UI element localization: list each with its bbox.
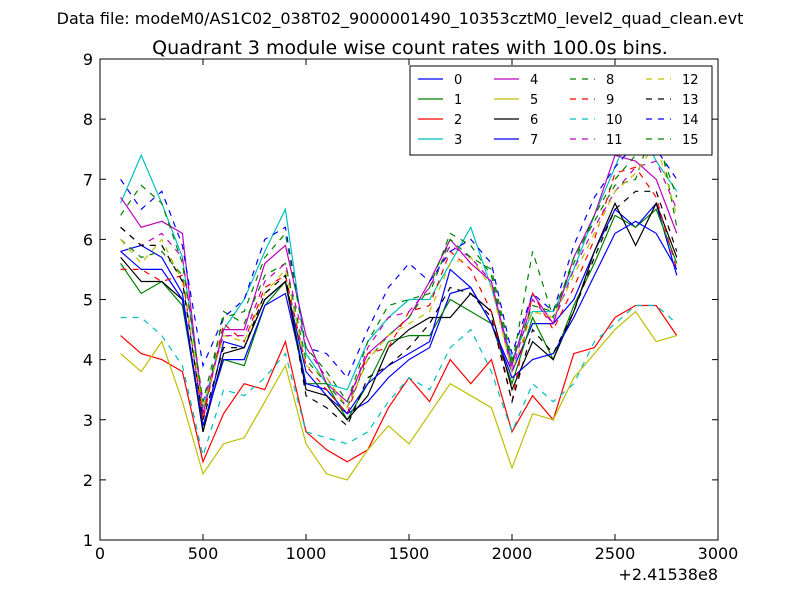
legend-label-11: 11 xyxy=(606,133,623,148)
series-line-10 xyxy=(120,304,678,459)
x-tick-label: 0 xyxy=(95,544,105,563)
series-line-0 xyxy=(120,202,678,432)
y-tick-label: 5 xyxy=(83,291,93,310)
legend-label-4: 4 xyxy=(530,73,538,88)
series-line-11 xyxy=(120,160,678,410)
y-tick-label: 9 xyxy=(83,50,93,69)
x-tick-label: 1500 xyxy=(389,544,430,563)
series-line-12 xyxy=(120,141,678,409)
series-line-15 xyxy=(120,136,678,404)
series-line-9 xyxy=(120,166,678,420)
x-tick-label: 2000 xyxy=(492,544,533,563)
supertitle: Data file: modeM0/AS1C02_038T02_90000014… xyxy=(57,9,744,29)
legend-label-14: 14 xyxy=(682,113,699,128)
chart-title: Quadrant 3 module wise count rates with … xyxy=(152,37,668,59)
legend-label-2: 2 xyxy=(454,113,462,128)
x-tick-label: 1000 xyxy=(286,544,327,563)
legend-label-10: 10 xyxy=(606,113,623,128)
legend-box xyxy=(409,65,713,156)
legend-label-9: 9 xyxy=(606,93,614,108)
series-line-13 xyxy=(120,190,678,427)
series-layer xyxy=(120,116,678,481)
series-line-7 xyxy=(120,220,678,426)
x-offset-label: +2.41538e8 xyxy=(618,565,718,584)
series-line-4 xyxy=(120,154,678,414)
legend-label-0: 0 xyxy=(454,73,462,88)
y-tick-label: 6 xyxy=(83,230,93,249)
x-tick-label: 3000 xyxy=(698,544,739,563)
y-tick-label: 3 xyxy=(83,411,93,430)
legend-label-6: 6 xyxy=(530,113,538,128)
y-tick-label: 2 xyxy=(83,471,93,490)
y-tick-label: 7 xyxy=(83,170,93,189)
legend-label-3: 3 xyxy=(454,133,462,148)
x-tick-label: 2500 xyxy=(595,544,636,563)
legend-label-15: 15 xyxy=(682,133,699,148)
series-line-14 xyxy=(120,142,678,379)
series-line-8 xyxy=(120,116,678,420)
legend-label-13: 13 xyxy=(682,93,699,108)
x-tick-label: 500 xyxy=(188,544,219,563)
y-tick-label: 4 xyxy=(83,351,93,370)
legend-label-8: 8 xyxy=(606,73,614,88)
legend-label-7: 7 xyxy=(530,133,538,148)
series-line-5 xyxy=(120,310,677,481)
legend-label-5: 5 xyxy=(530,93,538,108)
legend-label-1: 1 xyxy=(454,93,462,108)
series-line-2 xyxy=(120,304,678,464)
legend-label-12: 12 xyxy=(682,73,699,88)
y-tick-label: 8 xyxy=(83,110,93,129)
y-tick-label: 1 xyxy=(83,531,93,550)
